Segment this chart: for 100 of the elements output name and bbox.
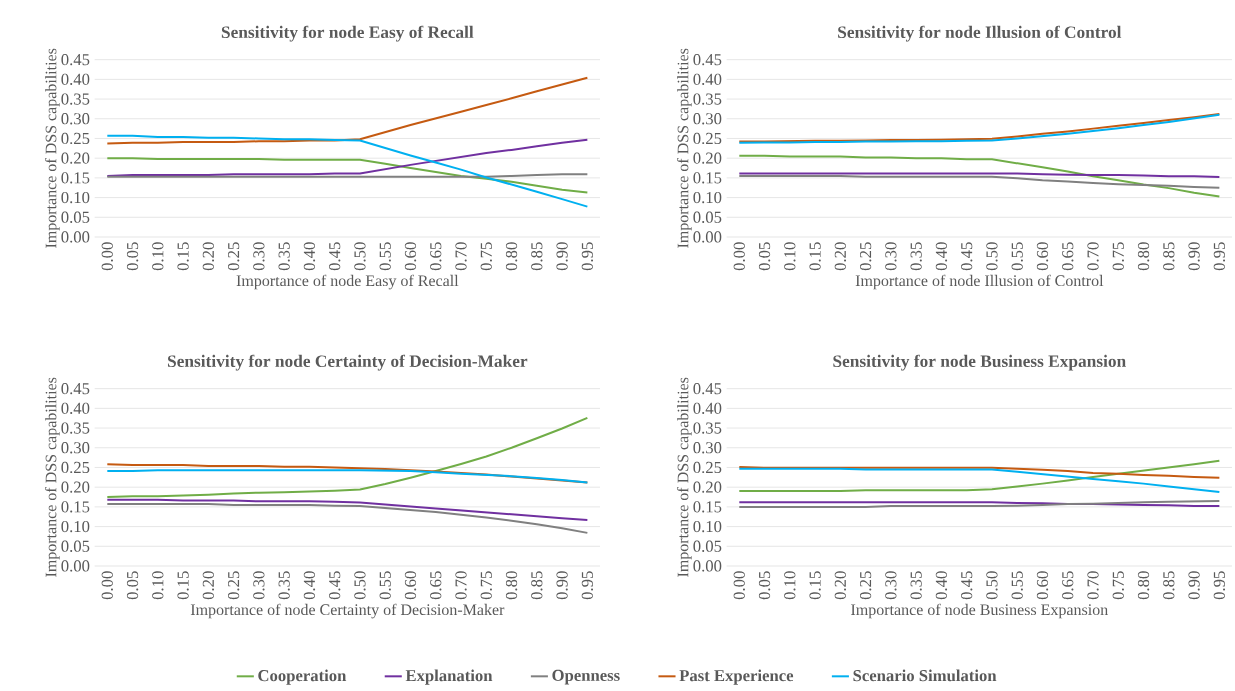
x-tick-label: 0.85 xyxy=(1163,242,1175,271)
x-tick-label: 0.80 xyxy=(505,242,518,271)
x-tick-label: 0.80 xyxy=(1137,242,1150,271)
x-tick-label: 0.50 xyxy=(354,242,366,271)
y-tick-label: 0.25 xyxy=(61,461,90,474)
x-tick-label: 0.40 xyxy=(303,571,316,600)
y-tick-label: 0.35 xyxy=(61,93,90,105)
y-tick-label: 0.35 xyxy=(693,422,722,434)
x-tick-label: 0.00 xyxy=(101,571,113,600)
y-tick-label: 0.20 xyxy=(61,481,90,493)
y-tick-label: 0.40 xyxy=(61,73,90,86)
y-tick-label: 0.00 xyxy=(61,560,90,572)
legend-label: Cooperation xyxy=(258,669,347,685)
x-tick-label: 0.90 xyxy=(1188,571,1200,600)
y-tick-label: 0.05 xyxy=(61,211,90,223)
x-tick-label: 0.30 xyxy=(885,571,897,600)
y-tick-label: 0.20 xyxy=(693,481,722,493)
x-tick-label: 0.75 xyxy=(480,242,492,271)
x-tick-label: 0.60 xyxy=(1036,571,1049,600)
x-tick-label: 0.40 xyxy=(303,242,316,271)
x-tick-label: 0.10 xyxy=(152,571,164,600)
x-tick-label: 0.95 xyxy=(581,571,594,600)
x-tick-label: 0.75 xyxy=(480,571,492,600)
x-tick-label: 0.20 xyxy=(834,571,847,600)
x-tick-label: 0.45 xyxy=(329,242,341,271)
y-tick-label: 0.00 xyxy=(61,231,90,243)
chart-title: Sensitivity for node Business Expansion xyxy=(833,354,1126,371)
x-tick-label: 0.45 xyxy=(961,571,973,600)
legend-label: Openness xyxy=(552,669,620,685)
x-tick-label: 0.25 xyxy=(227,571,240,600)
x-tick-label: 0.85 xyxy=(531,571,543,600)
x-tick-label: 0.00 xyxy=(733,571,745,600)
y-tick-label: 0.45 xyxy=(693,54,722,66)
x-tick-label: 0.05 xyxy=(126,571,139,600)
x-tick-label: 0.05 xyxy=(126,242,139,271)
y-tick-label: 0.45 xyxy=(693,383,722,395)
y-tick-label: 0.45 xyxy=(61,54,90,66)
x-tick-label: 0.95 xyxy=(1213,571,1226,600)
x-tick-label: 0.65 xyxy=(1062,242,1074,271)
x-tick-label: 0.60 xyxy=(404,242,417,271)
y-tick-label: 0.35 xyxy=(693,93,722,105)
x-tick-label: 0.65 xyxy=(430,571,442,600)
y-tick-label: 0.40 xyxy=(693,73,722,86)
x-axis-title: Importance of node Business Expansion xyxy=(851,603,1108,619)
x-tick-label: 0.50 xyxy=(986,242,998,271)
x-tick-label: 0.95 xyxy=(581,242,594,271)
y-tick-label: 0.40 xyxy=(61,402,90,415)
y-tick-label: 0.15 xyxy=(61,501,90,513)
x-tick-label: 0.50 xyxy=(986,571,998,600)
x-tick-label: 0.30 xyxy=(253,242,265,271)
x-tick-label: 0.70 xyxy=(455,242,467,271)
x-tick-label: 0.20 xyxy=(834,242,847,271)
line-series xyxy=(106,134,589,208)
x-tick-label: 0.85 xyxy=(531,242,543,271)
y-tick-label: 0.30 xyxy=(61,113,90,125)
x-tick-label: 0.70 xyxy=(455,571,467,600)
x-tick-label: 0.90 xyxy=(556,242,568,271)
x-tick-label: 0.20 xyxy=(202,242,215,271)
x-tick-label: 0.90 xyxy=(556,571,568,600)
y-tick-label: 0.25 xyxy=(693,461,722,474)
x-tick-label: 0.00 xyxy=(101,242,113,271)
y-tick-label: 0.10 xyxy=(693,520,722,533)
y-axis-title: Importance of DSS capabilities xyxy=(44,377,60,577)
chart-title: Sensitivity for node Certainty of Decision-Maker xyxy=(167,354,528,371)
x-tick-label: 0.25 xyxy=(859,571,872,600)
y-axis-title: Importance of DSS capabilities xyxy=(44,48,60,248)
y-tick-label: 0.45 xyxy=(61,383,90,395)
x-tick-label: 0.90 xyxy=(1188,242,1200,271)
x-tick-label: 0.10 xyxy=(152,242,164,271)
x-tick-label: 0.85 xyxy=(1163,571,1175,600)
y-tick-label: 0.25 xyxy=(61,132,90,145)
y-tick-label: 0.15 xyxy=(693,172,722,184)
y-tick-label: 0.05 xyxy=(693,540,722,552)
x-tick-label: 0.35 xyxy=(910,571,922,600)
x-tick-label: 0.95 xyxy=(1213,242,1226,271)
x-tick-label: 0.10 xyxy=(784,571,796,600)
x-tick-label: 0.05 xyxy=(758,571,771,600)
y-tick-label: 0.10 xyxy=(61,520,90,533)
x-tick-label: 0.75 xyxy=(1112,242,1124,271)
x-tick-label: 0.35 xyxy=(910,242,922,271)
x-tick-label: 0.55 xyxy=(379,571,391,600)
x-tick-label: 0.10 xyxy=(784,242,796,271)
x-tick-label: 0.65 xyxy=(430,242,442,271)
x-tick-label: 0.25 xyxy=(227,242,240,271)
y-tick-label: 0.05 xyxy=(693,211,722,223)
x-axis-title: Importance of node Easy of Recall xyxy=(236,274,459,290)
chart-title: Sensitivity for node Easy of Recall xyxy=(221,25,474,42)
y-tick-label: 0.05 xyxy=(61,540,90,552)
x-tick-label: 0.80 xyxy=(505,571,518,600)
y-axis-title: Importance of DSS capabilities xyxy=(676,377,692,577)
y-tick-label: 0.00 xyxy=(693,231,722,243)
x-tick-label: 0.55 xyxy=(379,242,391,271)
y-tick-label: 0.30 xyxy=(693,442,722,454)
x-tick-label: 0.80 xyxy=(1137,571,1150,600)
x-tick-label: 0.55 xyxy=(1011,242,1023,271)
x-tick-label: 0.45 xyxy=(961,242,973,271)
x-tick-label: 0.15 xyxy=(809,571,821,600)
legend-label: Scenario Simulation xyxy=(853,669,997,682)
x-tick-label: 0.15 xyxy=(809,242,821,271)
x-tick-label: 0.70 xyxy=(1087,571,1099,600)
